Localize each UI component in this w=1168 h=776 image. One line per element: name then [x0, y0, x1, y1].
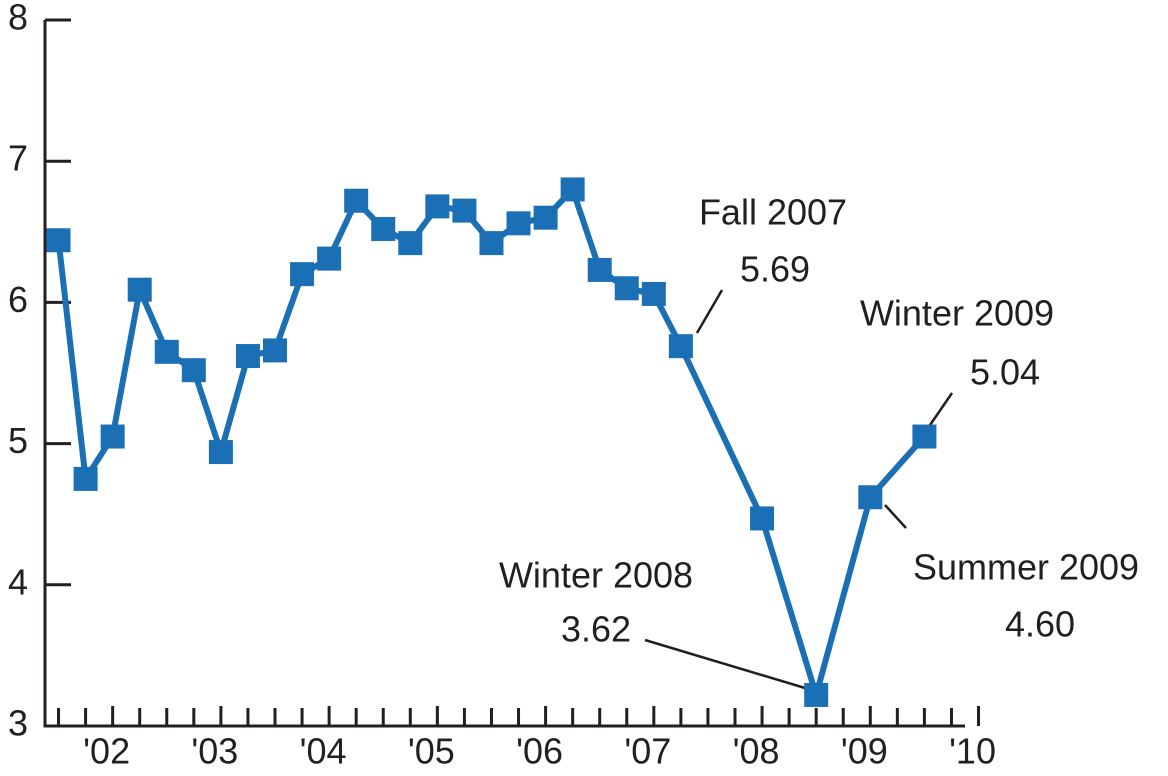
point-marker [317, 246, 342, 271]
point-marker [154, 339, 179, 364]
point-marker [290, 262, 315, 287]
y-tick-label: 6 [8, 279, 28, 320]
leader-line [926, 392, 954, 429]
x-tick-label: '07 [624, 731, 671, 772]
point-marker [425, 194, 450, 219]
point-marker [181, 358, 206, 383]
annotation: Winter 2009 [860, 293, 1054, 334]
point-marker [479, 231, 504, 256]
point-marker [73, 466, 98, 491]
annotation: Winter 2008 [499, 555, 693, 596]
x-tick-label: '09 [841, 731, 888, 772]
point-marker [750, 506, 775, 531]
point-marker [533, 205, 558, 230]
annotation: 3.62 [561, 609, 631, 650]
x-tick-label: '08 [733, 731, 780, 772]
point-marker [560, 177, 585, 202]
point-marker [641, 281, 666, 306]
leader-line [644, 638, 806, 690]
point-marker [668, 334, 693, 359]
point-marker [263, 338, 287, 363]
point-marker [46, 228, 71, 253]
leader-line [884, 504, 907, 529]
point-marker [235, 344, 260, 369]
point-marker [587, 257, 612, 282]
point-marker [858, 485, 883, 510]
point-marker [804, 682, 829, 707]
y-tick-label: 4 [8, 561, 28, 602]
x-tick-label: '02 [83, 731, 130, 772]
x-tick-label: '03 [191, 731, 238, 772]
x-tick-label: '04 [300, 731, 347, 772]
point-marker [127, 277, 152, 302]
leader-line [695, 289, 724, 334]
y-tick-label: 8 [8, 0, 28, 38]
annotation: Summer 2009 [913, 547, 1139, 588]
point-marker [344, 188, 369, 213]
annotation: Fall 2007 [699, 192, 847, 233]
point-marker [506, 211, 531, 236]
x-tick-label: '06 [516, 731, 563, 772]
point-marker [912, 424, 937, 449]
x-tick-label: '05 [408, 731, 455, 772]
annotation: 5.04 [970, 352, 1040, 393]
y-tick-label: 7 [8, 138, 28, 179]
point-marker [100, 424, 125, 449]
point-marker [614, 276, 639, 301]
x-tick-label: '10 [949, 731, 996, 772]
point-marker [371, 216, 396, 241]
series-line [55, 186, 927, 698]
annotation: 5.69 [740, 249, 810, 290]
point-marker [398, 231, 423, 256]
point-marker [452, 198, 477, 223]
annotation: 4.60 [1005, 604, 1075, 645]
point-marker [208, 440, 233, 465]
y-tick-label: 3 [8, 703, 28, 744]
y-tick-label: 5 [8, 420, 28, 461]
